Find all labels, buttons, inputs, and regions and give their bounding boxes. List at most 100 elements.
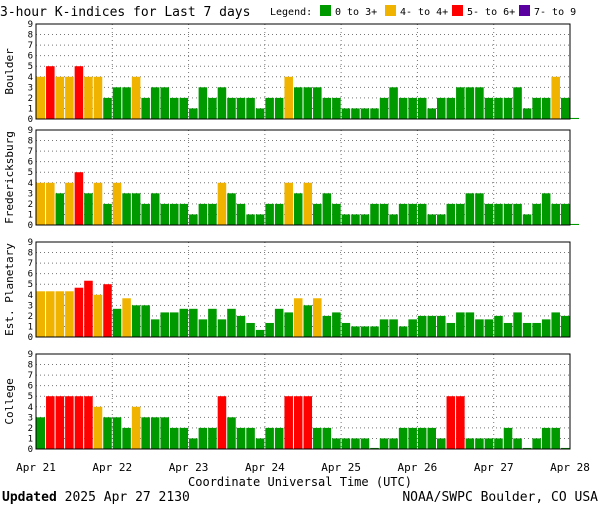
k-index-bar <box>198 319 208 337</box>
x-tick-label: Apr 21 <box>16 461 56 474</box>
k-index-bar <box>131 305 141 337</box>
k-index-bar <box>236 315 246 337</box>
updated-label: Updated <box>2 490 57 505</box>
y-tick-label: 8 <box>28 361 33 371</box>
k-index-bar <box>274 203 284 225</box>
k-index-bar <box>522 214 532 225</box>
k-index-bar <box>189 108 198 119</box>
k-index-bar <box>36 417 46 449</box>
k-index-bar <box>179 308 189 337</box>
panel-frame <box>35 129 571 226</box>
k-index-bar <box>65 291 74 337</box>
k-index-bar <box>236 97 246 119</box>
k-index-bar <box>351 108 360 119</box>
k-index-bar <box>122 427 131 449</box>
y-tick-label: 3 <box>28 301 33 311</box>
k-index-bar <box>560 315 570 337</box>
k-index-bar <box>93 294 103 337</box>
panel-frame <box>35 353 571 450</box>
k-index-bar <box>293 87 303 119</box>
y-tick-label: 6 <box>28 270 33 280</box>
k-index-bar <box>351 326 360 337</box>
k-index-bar <box>131 406 141 449</box>
k-index-bar <box>293 298 303 337</box>
k-index-bar <box>551 312 560 337</box>
legend-swatch <box>320 5 331 16</box>
k-index-bar <box>46 66 55 119</box>
k-index-bar <box>417 97 427 119</box>
k-index-bar <box>227 193 236 225</box>
k-index-chart: 3-hour K-indices for Last 7 days Legend:… <box>0 5 590 489</box>
y-tick-label: 5 <box>28 62 33 72</box>
k-index-bar <box>332 203 341 225</box>
k-index-bar <box>246 427 255 449</box>
k-index-bar <box>398 97 408 119</box>
k-index-bar <box>141 203 150 225</box>
k-index-bar <box>112 182 122 225</box>
y-tick-label: 7 <box>28 147 33 157</box>
k-index-bar <box>150 193 160 225</box>
y-tick-label: 9 <box>28 238 33 248</box>
legend-swatch <box>452 5 463 16</box>
k-index-bar <box>370 108 379 119</box>
y-tick-label: 5 <box>28 280 33 290</box>
k-index-bar <box>341 214 351 225</box>
k-index-bar <box>74 172 84 225</box>
k-index-bar <box>74 66 84 119</box>
k-index-bar <box>84 193 93 225</box>
k-index-bar <box>522 322 532 337</box>
k-index-bar <box>437 97 446 119</box>
k-index-bar <box>274 308 284 337</box>
y-tick-label: 0 <box>28 333 33 343</box>
k-index-bar <box>494 315 503 337</box>
y-tick-label: 2 <box>28 94 33 104</box>
k-index-bar <box>379 97 389 119</box>
k-index-bar <box>389 438 398 449</box>
k-index-bar <box>446 203 456 225</box>
k-index-bar <box>322 97 332 119</box>
k-index-bar <box>370 326 379 337</box>
k-index-bar <box>513 203 522 225</box>
k-index-bar <box>341 322 351 337</box>
k-index-bar <box>379 203 389 225</box>
k-index-bar <box>465 312 475 337</box>
k-index-bar <box>93 406 103 449</box>
k-index-bar <box>560 97 570 119</box>
k-index-bar <box>532 203 541 225</box>
k-index-bar <box>398 427 408 449</box>
k-index-bar <box>236 203 246 225</box>
y-tick-label: 6 <box>28 382 33 392</box>
k-index-bar <box>160 203 169 225</box>
y-tick-label: 7 <box>28 371 33 381</box>
k-index-bar <box>379 319 389 337</box>
k-index-bar <box>150 87 160 119</box>
k-index-bar <box>465 87 475 119</box>
legend-swatch <box>385 5 396 16</box>
k-index-bar <box>46 291 55 337</box>
k-index-bar <box>446 97 456 119</box>
y-tick-label: 8 <box>28 137 33 147</box>
k-index-bar <box>274 427 284 449</box>
k-index-bar <box>541 193 551 225</box>
k-index-bar <box>274 97 284 119</box>
k-index-bar <box>446 322 456 337</box>
y-tick-label: 1 <box>28 322 33 332</box>
y-tick-label: 9 <box>28 20 33 30</box>
k-index-bar <box>255 438 265 449</box>
k-index-bar <box>503 427 513 449</box>
k-index-bar <box>303 396 313 449</box>
y-tick-label: 4 <box>28 179 33 189</box>
x-tick-label: Apr 26 <box>398 461 438 474</box>
k-index-bar <box>456 203 465 225</box>
k-index-bar <box>560 203 570 225</box>
k-index-bar <box>74 396 84 449</box>
y-tick-label: 2 <box>28 312 33 322</box>
x-tick-label: Apr 24 <box>245 461 285 474</box>
k-index-bar <box>141 305 150 337</box>
k-index-bar <box>503 203 513 225</box>
k-index-bar <box>427 214 436 225</box>
k-index-bar <box>303 182 313 225</box>
k-index-bar <box>503 322 513 337</box>
